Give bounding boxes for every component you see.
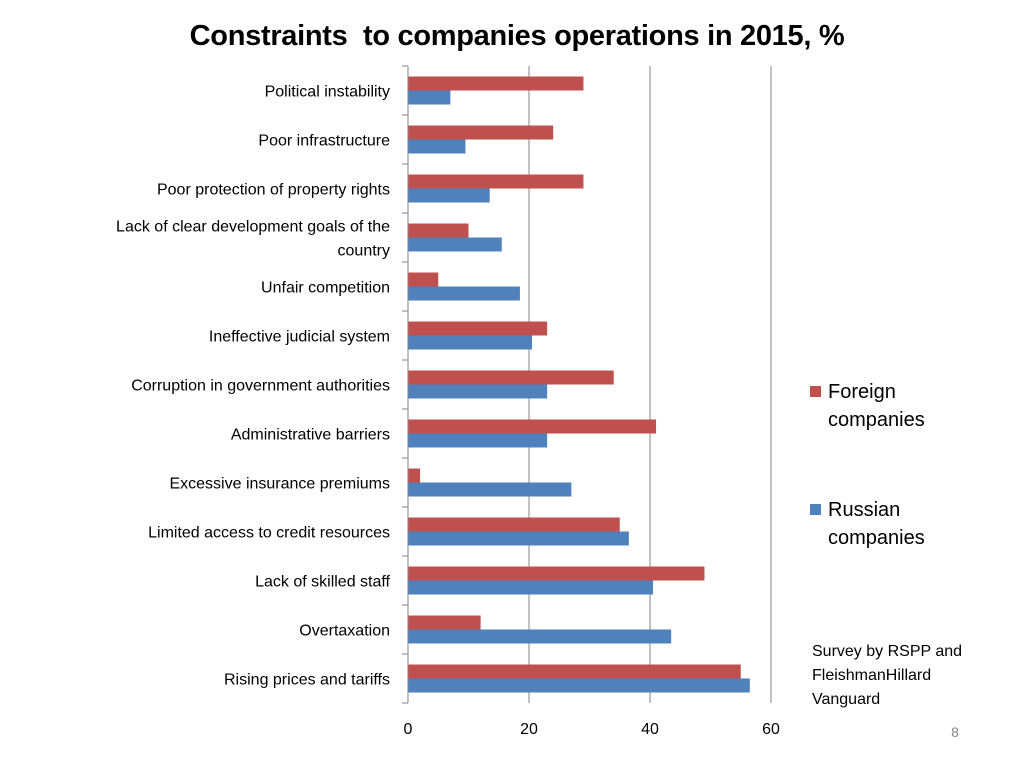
bar-russian-0 [408,90,451,105]
legend-label-russian-line2: companies [828,527,925,549]
category-label-2: Poor protection of property rights [157,182,390,199]
legend-swatch-russian [810,504,821,515]
category-label-10: Lack of skilled staff [255,574,390,591]
bar-russian-8 [408,482,572,497]
source-line-2: FleishmanHillard [812,667,932,684]
source-line-3: Vanguard [812,691,881,708]
bar-foreign-5 [408,321,548,336]
bar-foreign-0 [408,76,584,91]
bar-russian-9 [408,531,629,546]
legend-label-russian-line1: Russian [828,499,901,521]
page-number: 8 [951,724,959,740]
source-note: Survey by RSPP and FleishmanHillard Vang… [812,640,1012,712]
category-label-7: Administrative barriers [231,427,390,444]
bar-russian-12 [408,678,750,693]
x-tick-label-40: 40 [641,721,659,738]
bar-foreign-11 [408,615,481,630]
bar-russian-7 [408,433,548,448]
chart-title: Constraints to companies operations in 2… [189,20,845,52]
bar-russian-10 [408,580,654,595]
bar-russian-2 [408,188,490,203]
source-line-1: Survey by RSPP and [812,643,963,660]
category-label-1: Poor infrastructure [258,133,390,150]
bar-russian-3 [408,237,502,252]
bar-russian-4 [408,286,520,301]
bar-russian-5 [408,335,533,350]
bar-russian-1 [408,139,466,154]
bar-foreign-1 [408,125,554,140]
bar-russian-11 [408,629,672,644]
legend-swatch-foreign [810,386,821,397]
category-label-5: Ineffective judicial system [209,329,390,346]
category-label-4: Unfair competition [261,280,390,297]
category-label-0: Political instability [265,84,390,101]
legend-label-foreign-line2: companies [828,409,925,431]
category-label-12: Rising prices and tariffs [224,672,390,689]
bar-foreign-7 [408,419,657,434]
x-tick-label-20: 20 [520,721,538,738]
bar-foreign-2 [408,174,584,189]
bar-foreign-4 [408,272,439,287]
bar-foreign-10 [408,566,705,581]
bar-foreign-12 [408,664,741,679]
category-label-11: Overtaxation [299,623,390,640]
x-tick-label-0: 0 [404,721,413,738]
category-label-3-line1: Lack of clear development goals of the [116,219,390,236]
category-label-3-line2: country [338,243,390,260]
legend-foreign: Foreign companies [810,378,968,434]
category-label-6: Corruption in government authorities [131,378,390,395]
legend-russian: Russian companies [810,496,968,552]
bar-foreign-6 [408,370,614,385]
category-label-9: Limited access to credit resources [148,525,390,542]
bar-foreign-9 [408,517,620,532]
legend-label-foreign-line1: Foreign [828,381,896,403]
bar-russian-6 [408,384,548,399]
bar-foreign-8 [408,468,421,483]
category-label-8: Excessive insurance premiums [169,476,390,493]
bar-foreign-3 [408,223,469,238]
x-tick-label-60: 60 [762,721,780,738]
